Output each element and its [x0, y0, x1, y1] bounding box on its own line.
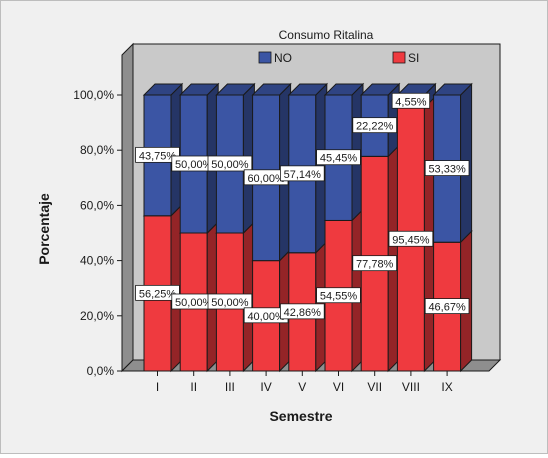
data-label-no-IX-box	[424, 160, 470, 176]
side-wall	[121, 42, 134, 373]
data-label-si-IX: 46,67%	[428, 302, 466, 314]
data-label-si-III: 50,00%	[211, 297, 249, 309]
x-tick-label-VIII: VIII	[402, 380, 420, 394]
data-label-no-IX: 53,33%	[428, 164, 466, 176]
x-tick-label-II: II	[190, 380, 197, 394]
legend-title: Consumo Ritalina	[279, 28, 374, 42]
data-label-si-VII: 77,78%	[356, 259, 394, 271]
data-label-no-VI-box	[316, 149, 361, 166]
legend-swatch-no	[258, 51, 272, 64]
y-axis-title: Porcentaje	[36, 193, 52, 265]
bar-no-IV-top	[251, 83, 292, 96]
data-label-si-VIII: 95,45%	[392, 234, 430, 246]
data-label-no-VIII: 4,55%	[395, 96, 426, 108]
y-tick-label-3: 60,0%	[80, 198, 114, 212]
data-label-no-VII-box	[352, 117, 397, 134]
x-tick-label-IV: IV	[260, 380, 271, 394]
legend-label-no: NO	[274, 51, 292, 65]
data-label-si-I-box	[135, 284, 180, 301]
data-label-no-III: 50,00%	[211, 159, 249, 171]
x-axis-title: Semestre	[269, 408, 332, 424]
y-tick-label-0: 0,0%	[87, 364, 115, 378]
data-label-si-VI-box	[316, 287, 361, 304]
data-label-no-I-box	[135, 146, 180, 163]
data-label-no-I: 43,75%	[139, 150, 177, 162]
bar-no-IX-top	[432, 83, 473, 96]
data-label-si-II: 50,00%	[175, 297, 213, 309]
data-label-si-III-box	[207, 293, 253, 310]
x-tick-label-IX: IX	[441, 380, 452, 394]
data-label-si-IV: 40,00%	[247, 311, 285, 323]
data-label-si-IX-box	[424, 298, 470, 314]
bar-no-VI-top	[323, 83, 365, 96]
data-label-no-V-box	[279, 165, 325, 182]
data-label-no-VII: 22,22%	[356, 121, 394, 133]
axes-layer: I II III IV V VI VII VIII IX0,0%20,0%40,0%60,0%8…	[73, 88, 489, 394]
bar-no-II-top	[178, 83, 220, 96]
y-tick-label-1: 20,0%	[80, 309, 114, 323]
data-label-no-IV: 60,00%	[247, 173, 285, 185]
bar-no-V-top	[287, 83, 329, 96]
bar-no-III-top	[215, 83, 256, 96]
data-label-si-I: 56,25%	[139, 288, 177, 300]
legend: Consumo Ritalina NO SI	[258, 28, 419, 65]
bar-no-VII-top	[359, 83, 401, 96]
data-label-si-V: 42,86%	[284, 307, 322, 319]
bar-no-I-top	[142, 83, 184, 96]
x-tick-label-III: III	[225, 380, 235, 394]
data-label-si-VI: 54,55%	[320, 291, 358, 303]
x-tick-label-VII: VII	[367, 380, 382, 394]
data-label-no-VIII-box	[391, 92, 431, 109]
data-label-si-VIII-box	[388, 230, 434, 247]
legend-swatch-si	[392, 51, 406, 64]
data-label-no-VI: 45,45%	[320, 153, 358, 165]
y-tick-label-4: 80,0%	[80, 143, 114, 157]
data-label-no-III-box	[207, 155, 253, 172]
x-tick-label-V: V	[298, 380, 306, 394]
x-tick-label-VI: VI	[333, 380, 344, 394]
y-tick-label-5: 100,0%	[73, 88, 114, 102]
y-tick-label-2: 40,0%	[80, 254, 114, 268]
data-label-si-VII-box	[352, 255, 397, 272]
data-label-si-V-box	[279, 303, 325, 320]
bars-layer	[142, 82, 473, 373]
x-tick-label-I: I	[156, 380, 159, 394]
data-label-no-V: 57,14%	[284, 169, 322, 181]
data-label-no-II: 50,00%	[175, 159, 213, 171]
data-labels-layer: 56,25%43,75%50,00%50,00%50,00%50,00%40,0…	[135, 92, 470, 324]
legend-label-si: SI	[408, 51, 419, 65]
